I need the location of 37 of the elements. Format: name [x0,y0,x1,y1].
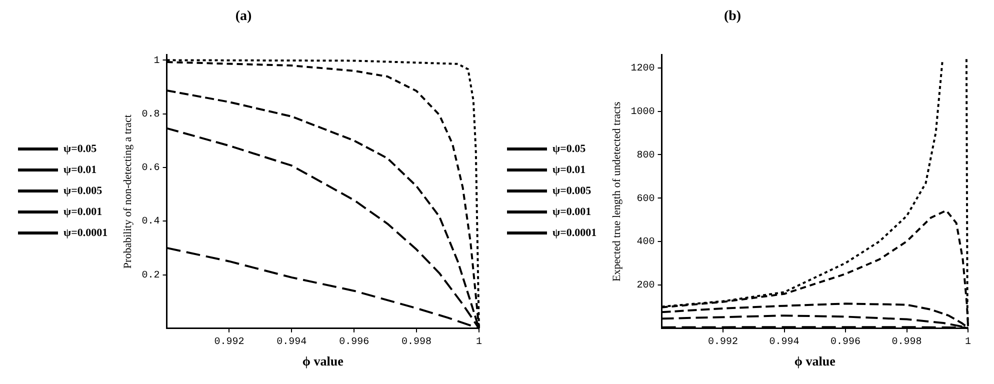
y-tick-label: 400 [636,237,655,248]
x-tick-label: 1 [476,337,482,348]
x-axis-title: ϕ value [302,354,344,369]
y-tick-label: 1000 [630,106,655,118]
y-tick-label: 1 [154,56,160,67]
y-tick-label: 800 [636,150,655,162]
y-tick-label: 600 [636,194,655,205]
y-tick-label: 1200 [630,63,655,74]
y-axis-title: Probability of non-detecting a tract [122,114,134,269]
y-tick-label: 0.4 [142,216,160,228]
legend-label: ψ=0.05 [552,142,586,155]
legend-label: ψ=0.05 [64,142,98,155]
legend-label: ψ=0.0001 [552,226,597,239]
x-tick-label: 0.998 [892,337,922,348]
legend-label: ψ=0.001 [64,206,102,218]
legend-label: ψ=0.0001 [64,226,108,239]
x-tick-label: 1 [964,337,972,348]
chart-title: (b) [724,9,742,24]
y-tick-label: 0.6 [142,163,160,174]
x-tick-label: 0.992 [214,337,244,348]
x-tick-label: 0.994 [769,337,800,348]
y-tick-label: 200 [636,280,655,292]
legend-label: ψ=0.001 [552,206,592,218]
x-tick-label: 0.998 [402,337,432,348]
legend-label: ψ=0.01 [64,164,97,176]
y-tick-label: 0.2 [142,270,160,282]
chart-title: (a) [235,9,252,24]
x-tick-label: 0.992 [708,337,738,348]
x-axis-title: ϕ value [794,354,836,369]
legend-label: ψ=0.01 [552,164,586,176]
legend-label: ψ=0.005 [64,184,103,197]
legend-label: ψ=0.005 [552,184,592,197]
x-tick-label: 0.994 [276,337,307,348]
x-tick-label: 0.996 [830,337,861,348]
y-tick-label: 0.8 [142,109,160,120]
y-axis-title: Expected true length of undetected tracts [611,102,624,282]
x-tick-label: 0.996 [339,337,370,348]
